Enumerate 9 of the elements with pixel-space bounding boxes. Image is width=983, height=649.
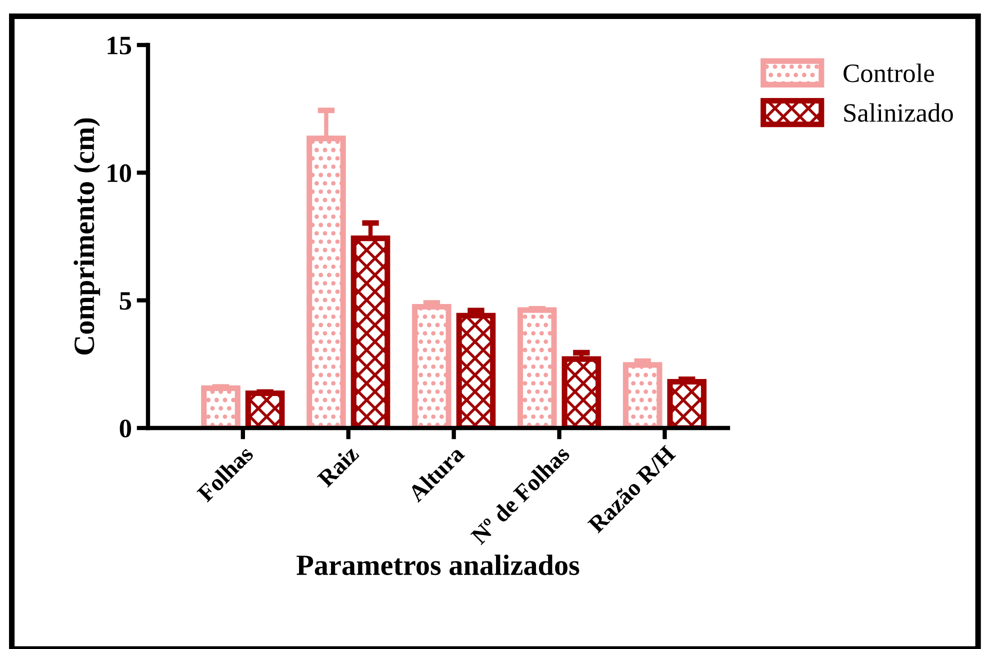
y-axis-title: Comprimento (cm)	[74, 118, 100, 355]
y-tick-label: 5	[120, 292, 132, 310]
y-tick-label: 0	[120, 420, 132, 438]
y-tick-label: 10	[108, 164, 132, 182]
y-tick-label: 15	[108, 36, 132, 54]
legend-label: Salinizado	[844, 103, 953, 122]
x-tick-label: Raiz	[316, 444, 360, 488]
x-axis-title: Parametros analizados	[296, 554, 580, 576]
legend-label: Controle	[844, 64, 934, 82]
